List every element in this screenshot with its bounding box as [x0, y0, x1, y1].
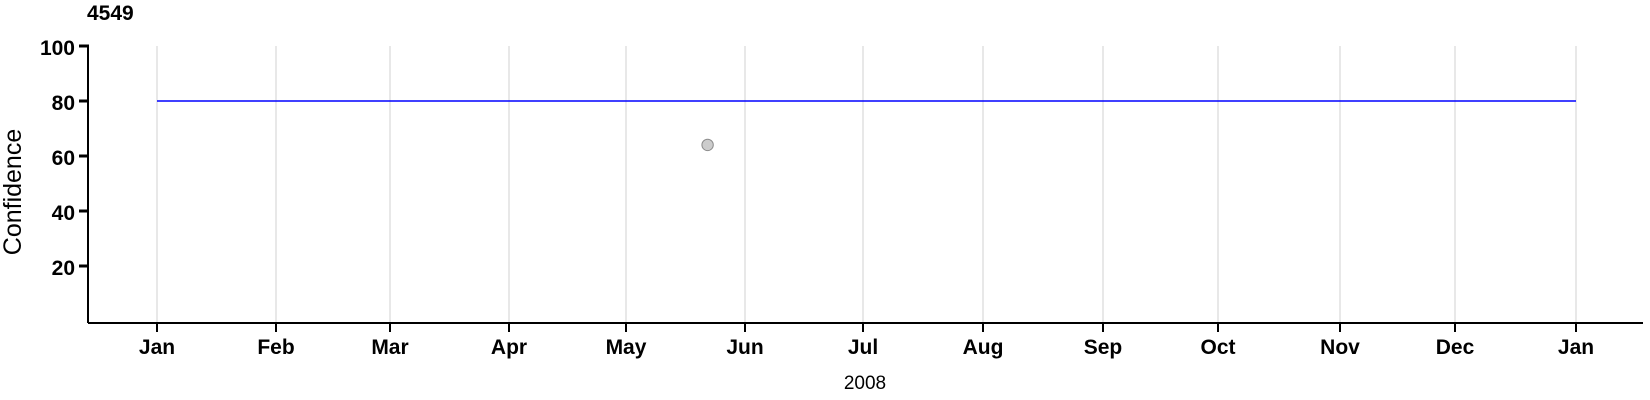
svg-text:80: 80 — [52, 92, 75, 115]
svg-text:Oct: Oct — [1200, 336, 1235, 359]
svg-text:Jan: Jan — [139, 336, 175, 359]
svg-text:Apr: Apr — [491, 336, 527, 359]
svg-text:Confidence: Confidence — [0, 129, 27, 255]
svg-text:Aug: Aug — [963, 336, 1004, 359]
svg-text:Nov: Nov — [1320, 336, 1360, 359]
svg-text:40: 40 — [52, 202, 75, 225]
svg-text:Mar: Mar — [371, 336, 408, 359]
svg-text:Dec: Dec — [1436, 336, 1475, 359]
svg-text:Jun: Jun — [726, 336, 763, 359]
svg-text:Sep: Sep — [1084, 336, 1123, 359]
svg-text:20: 20 — [52, 257, 75, 280]
svg-text:May: May — [606, 336, 647, 359]
svg-text:Jul: Jul — [848, 336, 878, 359]
svg-text:2008: 2008 — [844, 373, 886, 394]
svg-text:4549: 4549 — [87, 2, 134, 25]
svg-text:60: 60 — [52, 147, 75, 170]
svg-text:Feb: Feb — [257, 336, 294, 359]
svg-text:100: 100 — [40, 37, 75, 60]
svg-text:Jan: Jan — [1558, 336, 1594, 359]
